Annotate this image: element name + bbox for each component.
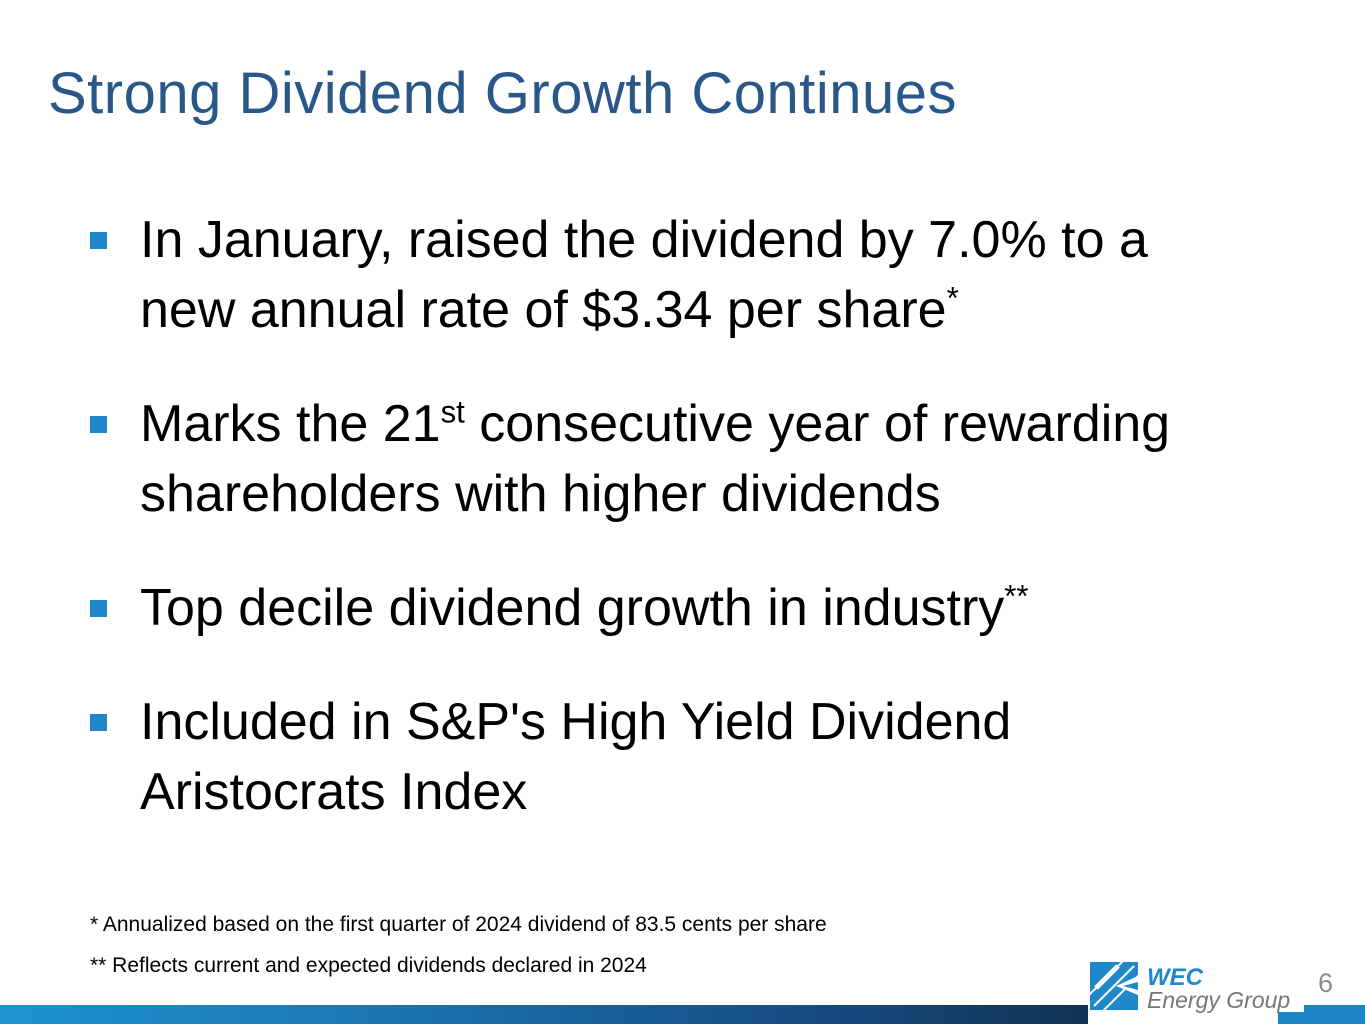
bullet-square-icon	[90, 232, 107, 249]
bullet-text-2: Marks the 21st consecutive year of rewar…	[140, 389, 1170, 529]
bullet-3-body: Top decile dividend growth in industry	[140, 579, 1005, 637]
bullet-2-body-post: consecutive year of rewarding shareholde…	[140, 395, 1171, 523]
bullet-2-superscript: st	[440, 394, 465, 430]
bullet-list: In January, raised the dividend by 7.0% …	[90, 205, 1280, 871]
bullet-text-3: Top decile dividend growth in industry**	[140, 573, 1029, 643]
bullet-1-body: In January, raised the dividend by 7.0% …	[140, 211, 1148, 339]
bottom-bar-gradient	[0, 1005, 1088, 1024]
bullet-item-3: Top decile dividend growth in industry**	[90, 573, 1280, 643]
bullet-square-icon	[90, 600, 107, 617]
bullet-1-superscript: *	[946, 280, 959, 316]
footnote-1: * Annualized based on the first quarter …	[90, 913, 827, 936]
wec-energy-group-logo: WEC Energy Group	[1090, 962, 1305, 1013]
bullet-text-1: In January, raised the dividend by 7.0% …	[140, 205, 1148, 345]
bullet-text-4: Included in S&P's High Yield Dividend Ar…	[140, 687, 1011, 827]
bullet-3-superscript: **	[1004, 578, 1029, 614]
logo-energy-group-text: Energy Group	[1147, 987, 1291, 1013]
bullet-square-icon	[90, 714, 107, 731]
bullet-square-icon	[90, 416, 107, 433]
bullet-item-2: Marks the 21st consecutive year of rewar…	[90, 389, 1280, 529]
logo-text: WEC Energy Group	[1147, 964, 1291, 1013]
bullet-item-1: In January, raised the dividend by 7.0% …	[90, 205, 1280, 345]
bullet-item-4: Included in S&P's High Yield Dividend Ar…	[90, 687, 1280, 827]
bullet-2-body-pre: Marks the 21	[140, 395, 441, 453]
logo-wec-text: WEC	[1147, 964, 1203, 991]
bullet-4-body: Included in S&P's High Yield Dividend Ar…	[140, 693, 1012, 821]
wec-logo-icon	[1090, 962, 1138, 1010]
footnote-2: ** Reflects current and expected dividen…	[90, 954, 647, 977]
slide-title: Strong Dividend Growth Continues	[48, 61, 958, 126]
page-number: 6	[1317, 968, 1333, 998]
footnotes: * Annualized based on the first quarter …	[90, 913, 827, 995]
